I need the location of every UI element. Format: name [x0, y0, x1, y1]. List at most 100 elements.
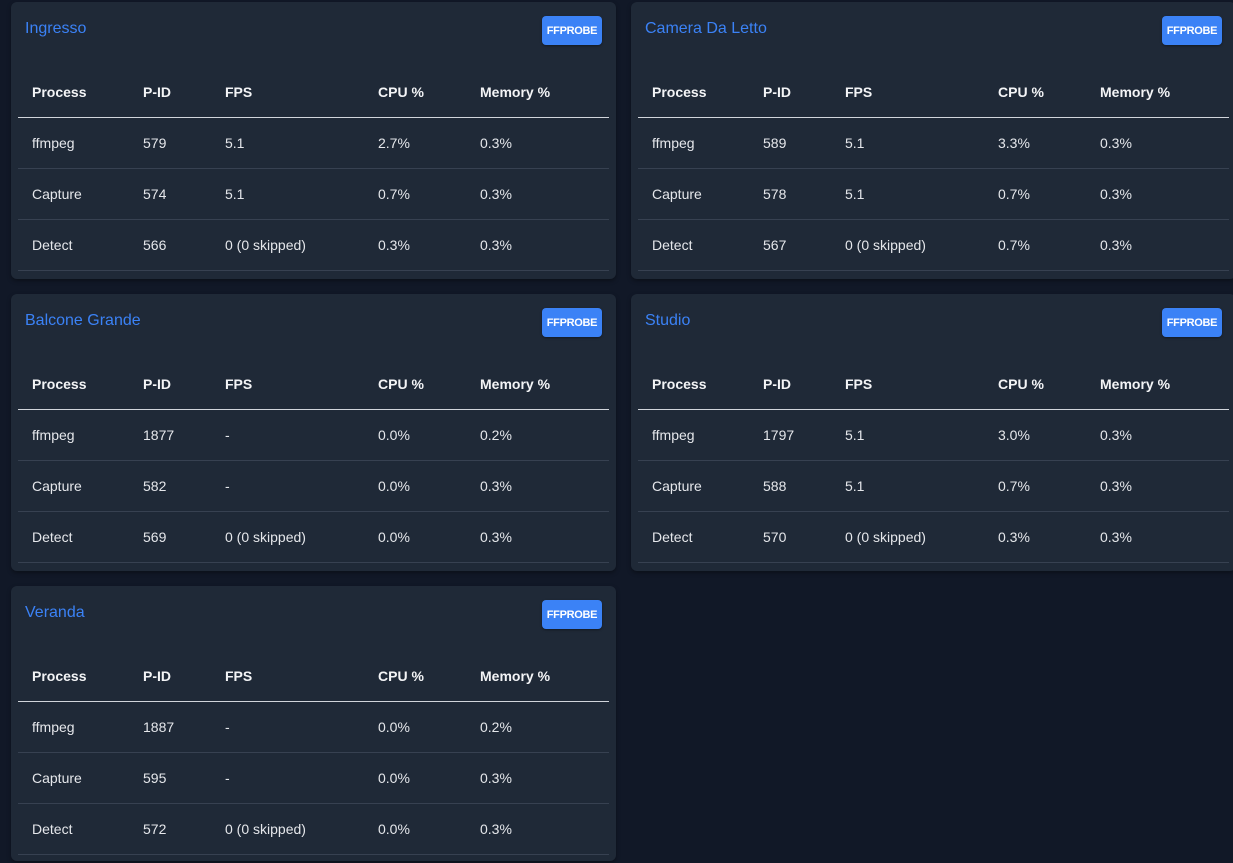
camera-card-balcone-grande: Balcone Grande FFPROBE Process P-ID FPS … — [11, 294, 616, 571]
pid-cell: 570 — [749, 511, 831, 563]
table-row: Capture 578 5.1 0.7% 0.3% — [638, 168, 1229, 220]
memory-cell: 0.3% — [1086, 219, 1229, 271]
table-row: Detect 566 0 (0 skipped) 0.3% 0.3% — [18, 219, 609, 271]
table-header-row: Process P-ID FPS CPU % Memory % — [18, 66, 609, 118]
column-header-fps: FPS — [831, 66, 984, 118]
column-header-fps: FPS — [211, 650, 364, 702]
camera-title[interactable]: Camera Da Letto — [645, 20, 767, 37]
cpu-cell: 0.7% — [984, 460, 1086, 512]
pid-cell: 1797 — [749, 409, 831, 461]
fps-cell: - — [211, 701, 364, 753]
table-row: Detect 572 0 (0 skipped) 0.0% 0.3% — [18, 803, 609, 855]
cpu-cell: 0.0% — [364, 803, 466, 855]
process-name-cell: Capture — [18, 752, 129, 804]
table-row: ffmpeg 1797 5.1 3.0% 0.3% — [638, 409, 1229, 461]
pid-cell: 588 — [749, 460, 831, 512]
camera-card-veranda: Veranda FFPROBE Process P-ID FPS CPU % M… — [11, 586, 616, 861]
fps-cell: 0 (0 skipped) — [831, 511, 984, 563]
memory-cell: 0.2% — [466, 701, 609, 753]
process-table: Process P-ID FPS CPU % Memory % ffmpeg 1… — [18, 358, 609, 563]
process-name-cell: Detect — [18, 219, 129, 271]
table-row: ffmpeg 579 5.1 2.7% 0.3% — [18, 117, 609, 169]
column-header-cpu: CPU % — [984, 66, 1086, 118]
process-name-cell: Detect — [18, 511, 129, 563]
ffprobe-button[interactable]: FFPROBE — [1162, 16, 1222, 45]
table-header-row: Process P-ID FPS CPU % Memory % — [638, 358, 1229, 410]
column-header-pid: P-ID — [129, 650, 211, 702]
process-name-cell: Detect — [638, 219, 749, 271]
pid-cell: 582 — [129, 460, 211, 512]
table-row: Capture 574 5.1 0.7% 0.3% — [18, 168, 609, 220]
column-header-cpu: CPU % — [364, 358, 466, 410]
process-name-cell: ffmpeg — [638, 409, 749, 461]
process-name-cell: Detect — [638, 511, 749, 563]
camera-card-ingresso: Ingresso FFPROBE Process P-ID FPS CPU % … — [11, 2, 616, 279]
process-name-cell: ffmpeg — [18, 117, 129, 169]
process-name-cell: ffmpeg — [18, 701, 129, 753]
process-table: Process P-ID FPS CPU % Memory % ffmpeg 1… — [18, 650, 609, 855]
column-header-pid: P-ID — [749, 66, 831, 118]
process-name-cell: Detect — [18, 803, 129, 855]
cpu-cell: 0.3% — [364, 219, 466, 271]
fps-cell: 5.1 — [831, 117, 984, 169]
cpu-cell: 3.3% — [984, 117, 1086, 169]
fps-cell: 5.1 — [211, 117, 364, 169]
column-header-fps: FPS — [211, 358, 364, 410]
pid-cell: 567 — [749, 219, 831, 271]
table-row: Capture 588 5.1 0.7% 0.3% — [638, 460, 1229, 512]
table-header-row: Process P-ID FPS CPU % Memory % — [18, 358, 609, 410]
column-header-process: Process — [638, 66, 749, 118]
cpu-cell: 0.7% — [984, 168, 1086, 220]
ffprobe-button[interactable]: FFPROBE — [1162, 308, 1222, 337]
column-header-memory: Memory % — [1086, 66, 1229, 118]
ffprobe-button[interactable]: FFPROBE — [542, 16, 602, 45]
fps-cell: 0 (0 skipped) — [211, 511, 364, 563]
process-name-cell: ffmpeg — [18, 409, 129, 461]
cpu-cell: 0.7% — [364, 168, 466, 220]
memory-cell: 0.3% — [1086, 511, 1229, 563]
memory-cell: 0.3% — [466, 460, 609, 512]
cpu-cell: 0.0% — [364, 701, 466, 753]
fps-cell: - — [211, 409, 364, 461]
memory-cell: 0.3% — [466, 803, 609, 855]
ffprobe-button[interactable]: FFPROBE — [542, 600, 602, 629]
column-header-pid: P-ID — [129, 66, 211, 118]
camera-card-camera-da-letto: Camera Da Letto FFPROBE Process P-ID FPS… — [631, 2, 1233, 279]
pid-cell: 1877 — [129, 409, 211, 461]
table-row: Detect 570 0 (0 skipped) 0.3% 0.3% — [638, 511, 1229, 563]
column-header-memory: Memory % — [1086, 358, 1229, 410]
table-row: ffmpeg 589 5.1 3.3% 0.3% — [638, 117, 1229, 169]
camera-title[interactable]: Ingresso — [25, 20, 87, 37]
memory-cell: 0.3% — [1086, 409, 1229, 461]
camera-title[interactable]: Studio — [645, 312, 691, 329]
table-row: Detect 567 0 (0 skipped) 0.7% 0.3% — [638, 219, 1229, 271]
column-header-process: Process — [638, 358, 749, 410]
pid-cell: 579 — [129, 117, 211, 169]
table-header-row: Process P-ID FPS CPU % Memory % — [18, 650, 609, 702]
pid-cell: 595 — [129, 752, 211, 804]
cpu-cell: 0.7% — [984, 219, 1086, 271]
fps-cell: 5.1 — [211, 168, 364, 220]
column-header-fps: FPS — [211, 66, 364, 118]
table-row: ffmpeg 1887 - 0.0% 0.2% — [18, 701, 609, 753]
column-header-cpu: CPU % — [364, 66, 466, 118]
process-table: Process P-ID FPS CPU % Memory % ffmpeg 1… — [638, 358, 1229, 563]
memory-cell: 0.3% — [466, 219, 609, 271]
column-header-memory: Memory % — [466, 358, 609, 410]
fps-cell: 0 (0 skipped) — [211, 803, 364, 855]
table-row: Capture 595 - 0.0% 0.3% — [18, 752, 609, 804]
process-name-cell: Capture — [638, 168, 749, 220]
process-name-cell: Capture — [18, 460, 129, 512]
memory-cell: 0.3% — [1086, 460, 1229, 512]
ffprobe-button[interactable]: FFPROBE — [542, 308, 602, 337]
cpu-cell: 0.0% — [364, 409, 466, 461]
cpu-cell: 0.3% — [984, 511, 1086, 563]
memory-cell: 0.3% — [1086, 168, 1229, 220]
pid-cell: 572 — [129, 803, 211, 855]
memory-cell: 0.3% — [466, 117, 609, 169]
camera-title[interactable]: Balcone Grande — [25, 312, 141, 329]
column-header-cpu: CPU % — [364, 650, 466, 702]
pid-cell: 578 — [749, 168, 831, 220]
camera-title[interactable]: Veranda — [25, 604, 85, 621]
